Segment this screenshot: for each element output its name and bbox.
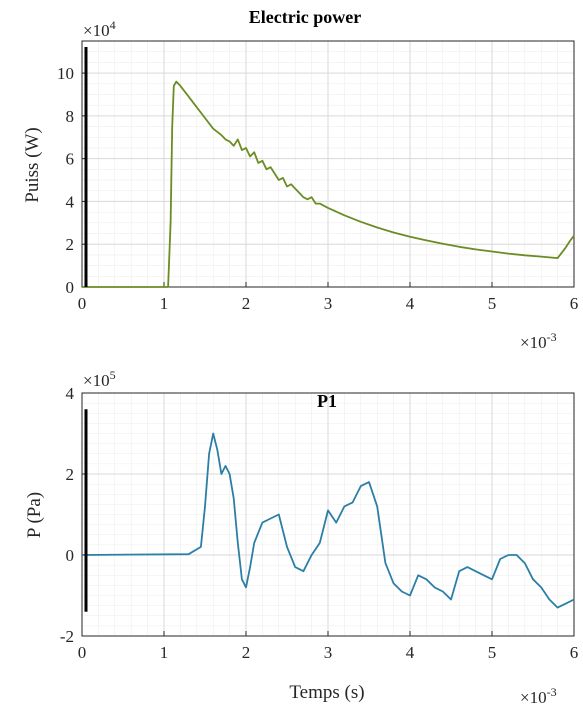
x-tick-label: 4 (406, 294, 415, 313)
y-exponent: ×105 (83, 368, 116, 390)
x-tick-label: 6 (570, 294, 579, 313)
y-tick-label: 8 (66, 107, 75, 126)
y-exponent-base: ×10 (83, 21, 110, 40)
y-tick-label: 0 (66, 278, 75, 297)
y-tick-label: 4 (66, 384, 75, 403)
x-tick-label: 3 (324, 643, 333, 662)
x-tick-label: 3 (324, 294, 333, 313)
y-axis-label: Puiss (W) (22, 127, 43, 202)
x-exponent-base: ×10 (520, 688, 547, 707)
y-exponent-power: 4 (110, 18, 116, 32)
grid (81, 392, 575, 637)
series-line-0 (82, 80, 575, 288)
x-exponent: ×10-3 (520, 685, 557, 707)
y-exponent-base: ×10 (83, 371, 110, 390)
chart-title: P1 (317, 391, 337, 411)
y-tick-label: -2 (60, 627, 74, 646)
grid (81, 40, 575, 288)
x-tick-label: 2 (242, 643, 251, 662)
x-axis-label: Temps (s) (289, 682, 364, 703)
y-tick-label: 10 (57, 64, 74, 83)
x-tick-label: 0 (78, 643, 87, 662)
y-tick-label: 2 (66, 465, 75, 484)
x-exponent-base: ×10 (520, 333, 547, 352)
x-tick-label: 2 (242, 294, 251, 313)
y-tick-label: 0 (66, 546, 75, 565)
plot-frame (81, 392, 575, 637)
y-tick-label: 4 (66, 192, 75, 211)
x-tick-label: 1 (160, 643, 169, 662)
p1-chart: P1 P (Pa) Temps (s) ×105 ×10-3 0 1 2 3 4 5 6-2… (24, 368, 578, 707)
y-axis-label: P (Pa) (24, 492, 45, 538)
x-exponent: ×10-3 (520, 330, 557, 352)
x-tick-label: 0 (78, 294, 87, 313)
y-exponent-power: 5 (110, 368, 116, 382)
x-exponent-power: -3 (547, 330, 557, 344)
x-exponent-power: -3 (547, 685, 557, 699)
chart-title: Electric power (249, 7, 361, 27)
x-tick-label: 1 (160, 294, 169, 313)
x-tick-label: 5 (488, 294, 497, 313)
y-exponent: ×104 (83, 18, 116, 40)
plot-frame (81, 40, 575, 288)
x-tick-label: 6 (570, 643, 579, 662)
y-tick-label: 2 (66, 235, 75, 254)
x-tick-label: 4 (406, 643, 415, 662)
x-tick-label: 5 (488, 643, 497, 662)
series-line-0 (81, 432, 575, 609)
y-tick-label: 6 (66, 150, 75, 169)
